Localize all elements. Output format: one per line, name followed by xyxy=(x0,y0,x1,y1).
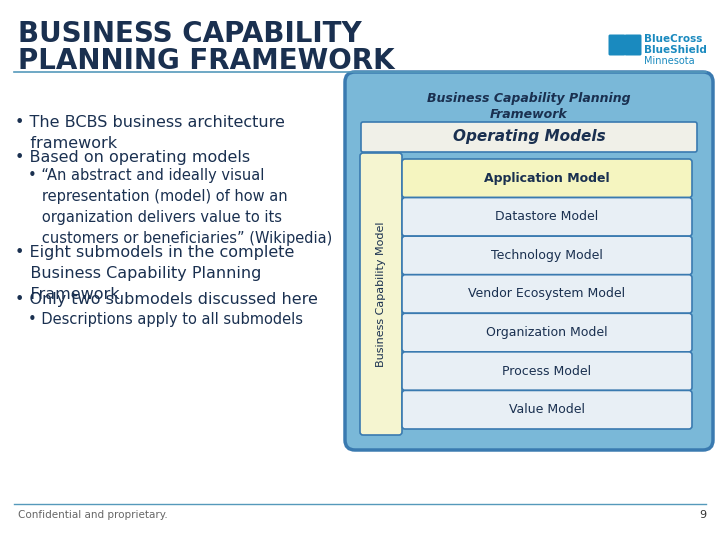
Text: Business Capability Planning
Framework: Business Capability Planning Framework xyxy=(427,92,631,121)
Text: Business Capability Model: Business Capability Model xyxy=(376,221,386,367)
Text: • “An abstract and ideally visual
   representation (model) of how an
   organiz: • “An abstract and ideally visual repres… xyxy=(28,168,332,246)
Text: Organization Model: Organization Model xyxy=(486,326,608,339)
FancyBboxPatch shape xyxy=(360,153,402,435)
FancyBboxPatch shape xyxy=(402,198,692,236)
Text: BUSINESS CAPABILITY: BUSINESS CAPABILITY xyxy=(18,20,361,48)
Text: Datastore Model: Datastore Model xyxy=(495,211,598,224)
Text: Technology Model: Technology Model xyxy=(491,249,603,262)
Text: Process Model: Process Model xyxy=(503,364,592,377)
Text: Application Model: Application Model xyxy=(484,172,610,185)
FancyBboxPatch shape xyxy=(402,352,692,390)
Text: PLANNING FRAMEWORK: PLANNING FRAMEWORK xyxy=(18,47,395,75)
FancyBboxPatch shape xyxy=(361,122,697,152)
Text: • Only two submodels discussed here: • Only two submodels discussed here xyxy=(15,292,318,307)
FancyBboxPatch shape xyxy=(402,236,692,275)
Text: Vendor Ecosystem Model: Vendor Ecosystem Model xyxy=(469,287,626,300)
Text: Value Model: Value Model xyxy=(509,403,585,416)
FancyBboxPatch shape xyxy=(402,313,692,352)
FancyBboxPatch shape xyxy=(402,390,692,429)
Text: BlueShield: BlueShield xyxy=(644,45,707,55)
Text: • Descriptions apply to all submodels: • Descriptions apply to all submodels xyxy=(28,312,303,327)
Text: Operating Models: Operating Models xyxy=(453,130,606,145)
Text: • Based on operating models: • Based on operating models xyxy=(15,150,250,165)
Text: 9: 9 xyxy=(699,510,706,520)
FancyBboxPatch shape xyxy=(608,35,626,56)
Text: • Eight submodels in the complete
   Business Capability Planning
   Framework: • Eight submodels in the complete Busine… xyxy=(15,245,294,302)
Text: • The BCBS business architecture
   framework: • The BCBS business architecture framewo… xyxy=(15,115,285,151)
FancyBboxPatch shape xyxy=(345,72,713,450)
Text: Confidential and proprietary.: Confidential and proprietary. xyxy=(18,510,168,520)
FancyBboxPatch shape xyxy=(402,275,692,313)
Text: Minnesota: Minnesota xyxy=(644,56,695,66)
FancyBboxPatch shape xyxy=(402,159,692,198)
Text: BlueCross: BlueCross xyxy=(644,34,703,44)
FancyBboxPatch shape xyxy=(624,35,642,56)
